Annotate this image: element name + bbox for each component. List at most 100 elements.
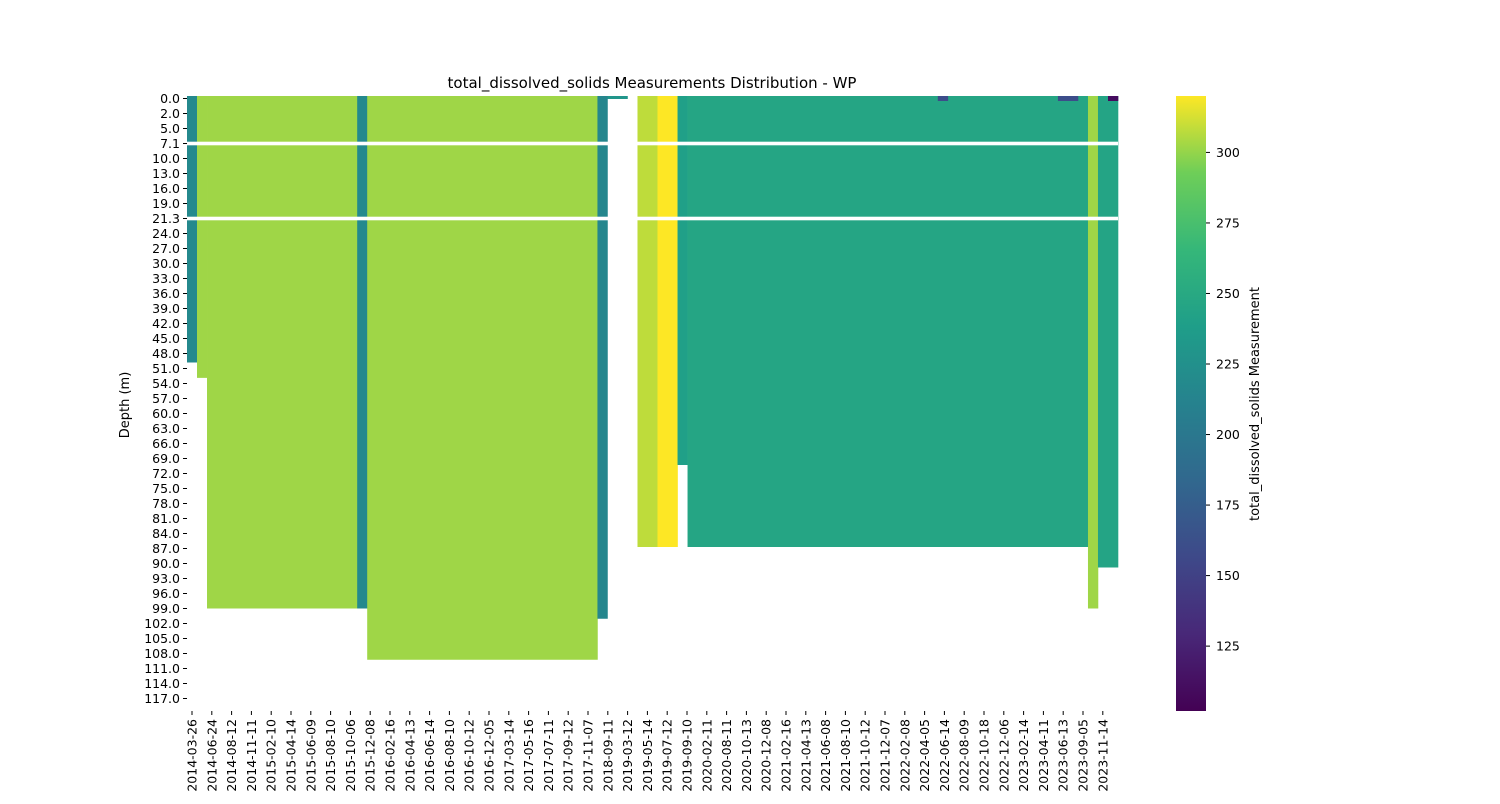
x-tick-label: 2022-10-18 bbox=[977, 719, 992, 792]
y-tick-label: 87.0 bbox=[152, 541, 180, 556]
x-tick-label: 2014-06-24 bbox=[204, 719, 219, 792]
x-tick-label: 2017-05-16 bbox=[521, 719, 536, 792]
x-tick-label: 2014-11-11 bbox=[244, 719, 259, 792]
heatmap-cells bbox=[187, 96, 1119, 660]
x-tick-label: 2019-03-12 bbox=[620, 719, 635, 792]
heatmap-column-group-3 bbox=[357, 96, 368, 609]
colorbar-tick-label: 250 bbox=[1216, 286, 1240, 301]
colorbar bbox=[1176, 96, 1206, 711]
x-tick-label: 2016-08-10 bbox=[442, 719, 457, 792]
y-tick-label: 66.0 bbox=[152, 436, 180, 451]
missing-row-0 bbox=[187, 141, 1118, 146]
y-tick-label: 102.0 bbox=[144, 616, 180, 631]
y-axis-label: Depth (m) bbox=[118, 372, 133, 439]
x-tick-label: 2020-10-13 bbox=[739, 719, 754, 792]
heatmap-column-group-8 bbox=[657, 96, 678, 547]
x-tick-label: 2015-12-08 bbox=[363, 719, 378, 792]
surface-cell-0 bbox=[937, 96, 949, 101]
x-tick-label: 2023-02-14 bbox=[1016, 719, 1031, 792]
y-tick-label: 21.3 bbox=[152, 211, 180, 226]
x-tick-label: 2019-09-10 bbox=[680, 719, 695, 792]
heatmap-column-group-0 bbox=[187, 96, 198, 363]
y-tick-label: 5.0 bbox=[160, 121, 180, 136]
y-tick-label: 2.0 bbox=[160, 106, 180, 121]
x-tick-label: 2016-06-14 bbox=[422, 719, 437, 792]
y-tick-label: 30.0 bbox=[152, 256, 180, 271]
x-tick-label: 2014-03-26 bbox=[185, 719, 200, 792]
y-tick-label: 75.0 bbox=[152, 481, 180, 496]
missing-depth-rows bbox=[187, 141, 1118, 221]
y-tick-label: 114.0 bbox=[144, 676, 180, 691]
y-tick-label: 36.0 bbox=[152, 286, 180, 301]
y-tick-label: 72.0 bbox=[152, 466, 180, 481]
heatmap-column-group-11 bbox=[1087, 96, 1099, 609]
x-tick-label: 2015-10-06 bbox=[343, 719, 358, 792]
y-tick-label: 90.0 bbox=[152, 556, 180, 571]
x-tick-label: 2022-12-06 bbox=[996, 719, 1011, 792]
colorbar-tick-label: 125 bbox=[1216, 639, 1240, 654]
x-tick-label: 2021-02-16 bbox=[779, 719, 794, 792]
x-tick-label: 2015-04-14 bbox=[284, 719, 299, 792]
x-tick-label: 2023-06-13 bbox=[1056, 719, 1071, 792]
y-tick-label: 105.0 bbox=[144, 631, 180, 646]
colorbar-tick-label: 150 bbox=[1216, 568, 1240, 583]
y-tick-label: 81.0 bbox=[152, 511, 180, 526]
x-tick-label: 2016-10-12 bbox=[462, 719, 477, 792]
x-tick-label: 2018-09-11 bbox=[600, 719, 615, 792]
y-tick-label: 63.0 bbox=[152, 421, 180, 436]
y-tick-label: 51.0 bbox=[152, 361, 180, 376]
heatmap-column-group-9 bbox=[677, 96, 688, 465]
y-tick-label: 69.0 bbox=[152, 451, 180, 466]
x-tick-label: 2015-06-09 bbox=[303, 719, 318, 792]
heatmap-column-group-4 bbox=[367, 96, 598, 660]
heatmap-column-group-2 bbox=[207, 96, 358, 609]
y-tick-label: 117.0 bbox=[144, 691, 180, 706]
y-tick-label: 0.0 bbox=[160, 91, 180, 106]
x-tick-label: 2023-09-05 bbox=[1076, 719, 1091, 792]
y-tick-label: 16.0 bbox=[152, 181, 180, 196]
x-tick-label: 2019-07-12 bbox=[660, 719, 675, 792]
y-tick-label: 48.0 bbox=[152, 346, 180, 361]
surface-cell-2 bbox=[1067, 96, 1079, 101]
colorbar-tick-label: 275 bbox=[1216, 215, 1240, 230]
y-tick-label: 108.0 bbox=[144, 646, 180, 661]
x-tick-label: 2021-10-12 bbox=[858, 719, 873, 792]
y-tick-label: 93.0 bbox=[152, 571, 180, 586]
x-tick-label: 2017-11-07 bbox=[581, 719, 596, 792]
y-tick-label: 84.0 bbox=[152, 526, 180, 541]
colorbar-tick-label: 225 bbox=[1216, 357, 1240, 372]
x-tick-label: 2020-02-11 bbox=[699, 719, 714, 792]
x-tick-label: 2022-08-09 bbox=[957, 719, 972, 792]
heatmap-column-group-6 bbox=[607, 96, 628, 99]
chart-title: total_dissolved_solids Measurements Dist… bbox=[448, 74, 857, 93]
x-tick-label: 2019-05-14 bbox=[640, 719, 655, 792]
x-tick-label: 2016-04-13 bbox=[402, 719, 417, 792]
y-tick-label: 99.0 bbox=[152, 601, 180, 616]
y-tick-label: 78.0 bbox=[152, 496, 180, 511]
x-tick-label: 2015-02-10 bbox=[264, 719, 279, 792]
x-tick-label: 2021-08-10 bbox=[838, 719, 853, 792]
colorbar-tick-label: 300 bbox=[1216, 145, 1240, 160]
surface-cell-1 bbox=[1057, 96, 1069, 101]
x-tick-label: 2017-09-12 bbox=[561, 719, 576, 792]
y-tick-label: 57.0 bbox=[152, 391, 180, 406]
x-tick-label: 2021-12-07 bbox=[878, 719, 893, 792]
y-tick-label: 45.0 bbox=[152, 331, 180, 346]
heatmap-column-group-12 bbox=[1097, 96, 1119, 568]
y-tick-label: 19.0 bbox=[152, 196, 180, 211]
heatmap-column-group-1 bbox=[197, 96, 208, 378]
x-tick-label: 2022-06-14 bbox=[937, 719, 952, 792]
y-tick-label: 96.0 bbox=[152, 586, 180, 601]
x-tick-label: 2021-06-08 bbox=[818, 719, 833, 792]
x-tick-label: 2023-04-11 bbox=[1036, 719, 1051, 792]
y-tick-label: 42.0 bbox=[152, 316, 180, 331]
heatmap-column-group-10 bbox=[687, 96, 1089, 547]
colorbar-label: total_dissolved_solids Measurement bbox=[1248, 287, 1263, 521]
x-tick-label: 2017-07-11 bbox=[541, 719, 556, 792]
y-tick-label: 10.0 bbox=[152, 151, 180, 166]
y-tick-label: 24.0 bbox=[152, 226, 180, 241]
x-tick-label: 2022-04-05 bbox=[917, 719, 932, 792]
x-tick-label: 2015-08-10 bbox=[323, 719, 338, 792]
